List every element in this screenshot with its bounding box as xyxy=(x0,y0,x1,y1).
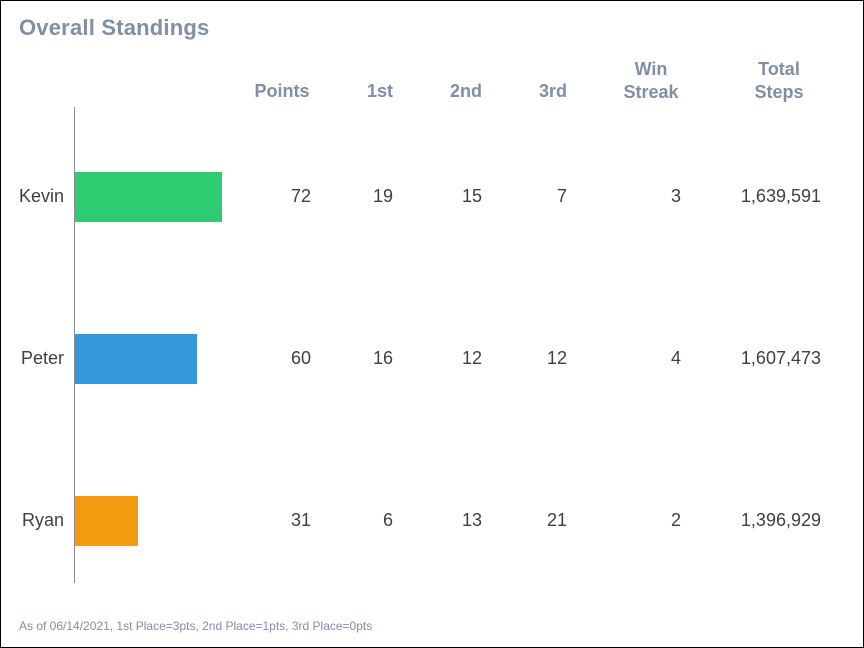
cell-points: 31 xyxy=(290,510,311,530)
row-label: Peter xyxy=(20,348,64,368)
cell-second: 13 xyxy=(461,510,482,530)
cell-third: 21 xyxy=(546,510,567,530)
bar-ryan xyxy=(75,496,138,546)
cell-streak: 2 xyxy=(670,510,681,530)
cell-steps: 1,396,929 xyxy=(740,510,821,530)
cell-streak: 4 xyxy=(670,348,681,368)
cell-first: 16 xyxy=(372,348,393,368)
bar-peter xyxy=(75,334,197,384)
cell-streak: 3 xyxy=(670,186,681,206)
header-total-steps-line1: Total xyxy=(758,59,800,79)
header-total-steps: Total Steps xyxy=(739,58,819,104)
cell-third: 7 xyxy=(556,186,567,206)
cell-points: 72 xyxy=(290,186,311,206)
bar-kevin xyxy=(75,172,222,222)
row-label: Kevin xyxy=(18,186,64,206)
cell-steps: 1,607,473 xyxy=(740,348,821,368)
y-axis-line xyxy=(74,107,75,583)
header-win-streak-line2: Streak xyxy=(623,82,679,102)
header-first: 1st xyxy=(366,81,393,101)
header-second: 2nd xyxy=(449,81,482,101)
cell-steps: 1,639,591 xyxy=(740,186,821,206)
cell-first: 19 xyxy=(372,186,393,206)
cell-first: 6 xyxy=(382,510,393,530)
cell-second: 12 xyxy=(461,348,482,368)
header-points: Points xyxy=(254,81,310,101)
row-label: Ryan xyxy=(21,510,64,530)
footnote: As of 06/14/2021, 1st Place=3pts, 2nd Pl… xyxy=(19,619,373,633)
header-third: 3rd xyxy=(538,81,567,101)
cell-second: 15 xyxy=(461,186,482,206)
header-win-streak-line1: Win xyxy=(634,59,668,79)
chart-title: Overall Standings xyxy=(19,15,210,40)
header-total-steps-line2: Steps xyxy=(754,82,804,102)
cell-third: 12 xyxy=(546,348,567,368)
header-win-streak: Win Streak xyxy=(611,58,691,104)
cell-points: 60 xyxy=(290,348,311,368)
